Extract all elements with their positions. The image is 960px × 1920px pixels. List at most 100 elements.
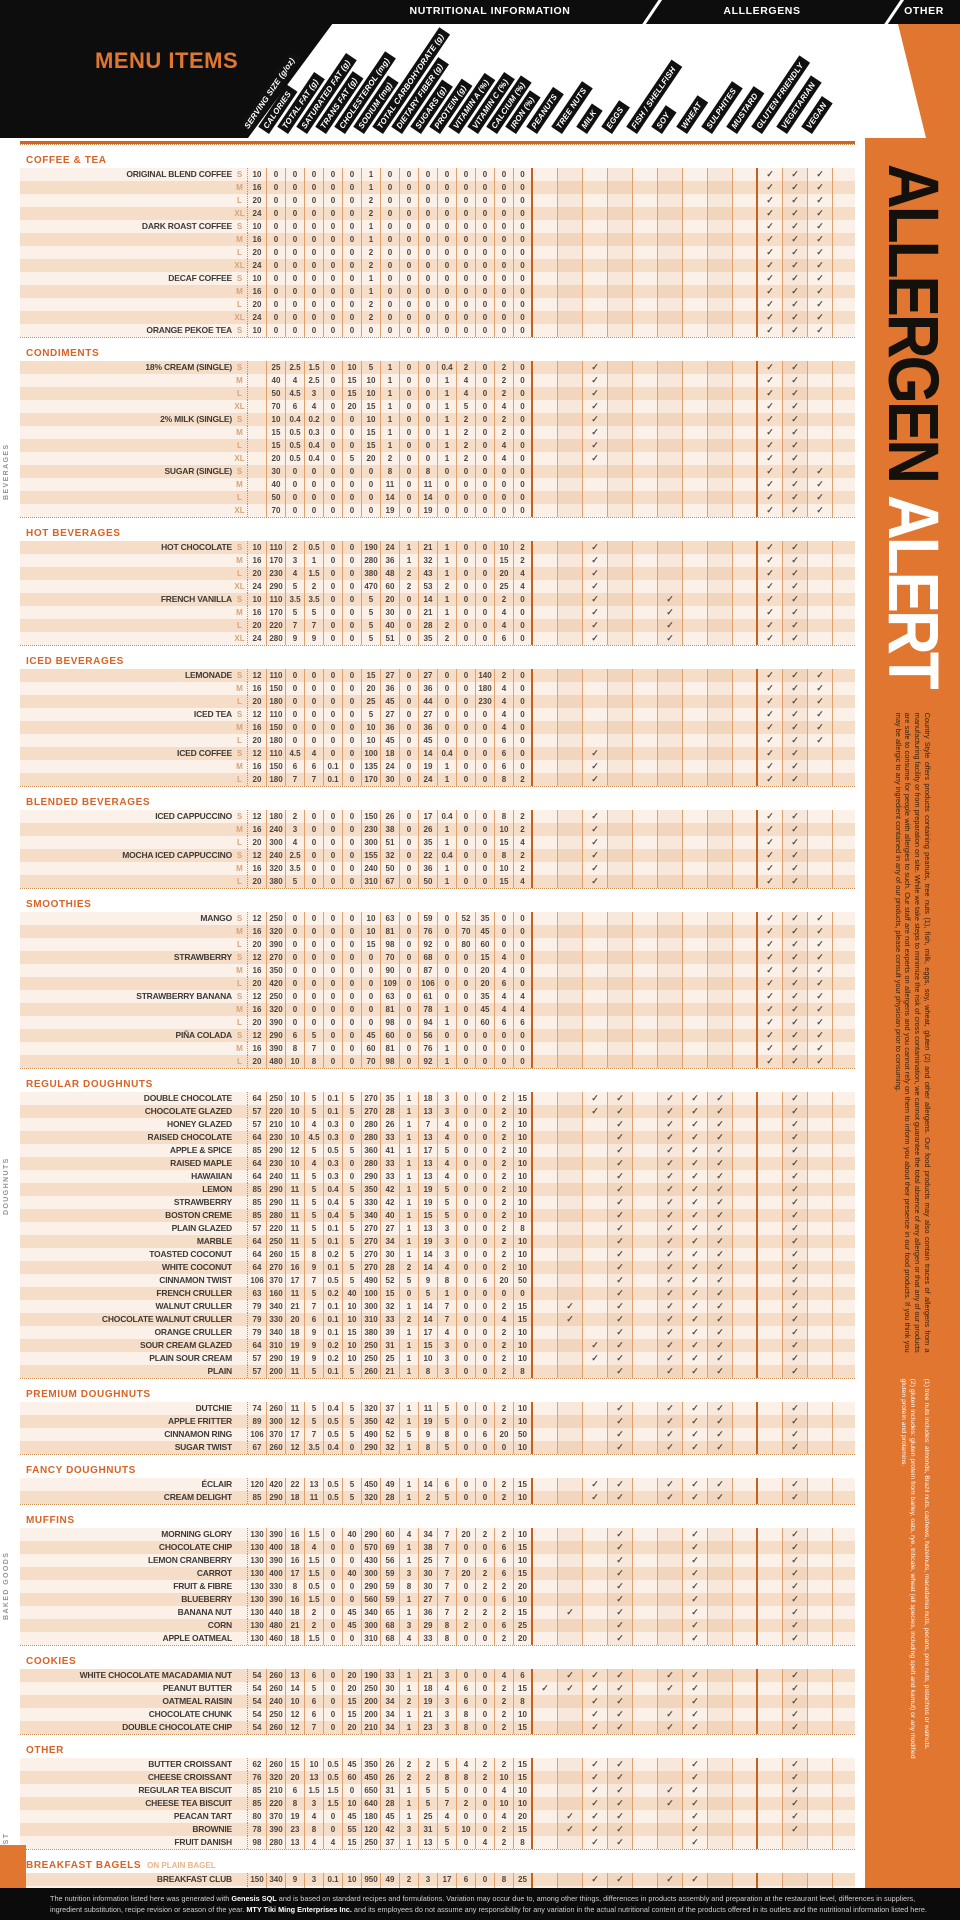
nutrition-cell: 49 <box>381 1873 400 1886</box>
nutrition-cell: 10 <box>286 1092 305 1105</box>
allergen-cell <box>733 1721 758 1734</box>
other-cell <box>758 1823 783 1836</box>
nutrition-cell: 98 <box>381 1055 400 1068</box>
allergen-cell <box>633 413 658 426</box>
other-cell: ✓ <box>758 606 783 619</box>
nutrition-cell: 12 <box>286 1708 305 1721</box>
section-title: SMOOTHIES <box>26 899 92 910</box>
other-cell <box>808 400 833 413</box>
allergen-cell: ✓ <box>583 1784 608 1797</box>
nutrition-cell: 24 <box>381 541 400 554</box>
other-cell: ✓ <box>783 324 808 337</box>
nutrition-cell: 1.5 <box>324 1797 343 1810</box>
allergen-cell <box>733 233 758 246</box>
allergen-cell <box>533 619 558 632</box>
nutrition-cell: 0 <box>400 400 419 413</box>
allergen-cell <box>708 168 733 181</box>
nutrition-cell: 300 <box>267 836 286 849</box>
nutrition-cell: 14 <box>419 1248 438 1261</box>
nutrition-cell: 0 <box>305 721 324 734</box>
size-label: L <box>232 1016 248 1029</box>
allergen-cell <box>733 1402 758 1415</box>
allergen-cell <box>533 1170 558 1183</box>
nutrition-cell: 3.5 <box>305 593 324 606</box>
nutrition-cell: 1 <box>400 1784 419 1797</box>
allergen-cell: ✓ <box>658 1092 683 1105</box>
nutrition-cell: 5 <box>343 1092 362 1105</box>
nutrition-cell: 130 <box>248 1541 267 1554</box>
allergen-cell <box>558 606 583 619</box>
nutrition-cell: 31 <box>419 1823 438 1836</box>
allergen-cell <box>658 747 683 760</box>
nutrition-cell: 0 <box>419 400 438 413</box>
nutrition-cell: 480 <box>267 1055 286 1068</box>
nutrition-cell: 60 <box>362 1042 381 1055</box>
allergen-cell: ✓ <box>583 439 608 452</box>
allergen-cell <box>708 669 733 682</box>
row-trailer <box>833 1721 855 1734</box>
allergen-cell: ✓ <box>608 1196 633 1209</box>
size-label <box>232 1339 248 1352</box>
other-cell: ✓ <box>783 1183 808 1196</box>
nutrition-cell: 0 <box>324 619 343 632</box>
other-cell <box>808 1118 833 1131</box>
nutrition-cell: 0 <box>286 708 305 721</box>
nutrition-cell: 10 <box>514 1415 533 1428</box>
other-cell: ✓ <box>808 951 833 964</box>
nutrition-cell: 0 <box>476 439 495 452</box>
other-cell: ✓ <box>783 1248 808 1261</box>
nutrition-cell: 3 <box>438 1339 457 1352</box>
nutrition-cell: 280 <box>362 1157 381 1170</box>
nutrition-cell: 0 <box>476 773 495 786</box>
allergen-cell <box>558 298 583 311</box>
nutrition-cell: 5 <box>343 1402 362 1415</box>
other-cell: ✓ <box>758 1042 783 1055</box>
allergen-cell: ✓ <box>608 1554 633 1567</box>
allergen-cell <box>533 1708 558 1721</box>
allergen-cell: ✓ <box>658 1248 683 1261</box>
nutrition-cell: 2 <box>495 426 514 439</box>
allergen-cell <box>683 311 708 324</box>
allergen-cell <box>533 760 558 773</box>
section-header: FANCY DOUGHNUTS <box>20 1454 855 1478</box>
allergen-cell: ✓ <box>583 1478 608 1491</box>
allergen-cell <box>633 1209 658 1222</box>
nutrition-cell: 0 <box>495 246 514 259</box>
other-cell: ✓ <box>758 1016 783 1029</box>
table-row: M 40 4 2.5 0 15 10 1 0 0 1 4 0 2 0 ✓ ✓ ✓ <box>20 374 855 387</box>
nutrition-cell: 250 <box>267 1708 286 1721</box>
nutrition-cell: 15 <box>514 1758 533 1771</box>
nutrition-cell: 0 <box>514 977 533 990</box>
nutrition-cell: 0 <box>476 1784 495 1797</box>
allergen-cell <box>683 938 708 951</box>
item-name <box>20 259 232 272</box>
row-trailer <box>833 669 855 682</box>
nutrition-cell: 0 <box>305 1016 324 1029</box>
nutrition-cell: 1 <box>438 554 457 567</box>
allergen-cell <box>658 1619 683 1632</box>
nutrition-cell: 120 <box>362 1823 381 1836</box>
nutrition-cell: 0 <box>457 721 476 734</box>
allergen-cell <box>658 734 683 747</box>
nutrition-cell: 1 <box>381 400 400 413</box>
allergen-cell: ✓ <box>608 1682 633 1695</box>
other-cell: ✓ <box>783 1170 808 1183</box>
nutrition-cell: 40 <box>343 1528 362 1541</box>
other-cell: ✓ <box>783 207 808 220</box>
item-name: PLAIN SOUR CREAM <box>149 1353 232 1363</box>
row-trailer <box>833 1326 855 1339</box>
table-row: MORNING GLORY 130 390 16 1.5 0 40 290 60 4 34 7 20 2 2… <box>20 1528 855 1541</box>
nutrition-cell: 0 <box>324 311 343 324</box>
nutrition-cell: 0 <box>514 669 533 682</box>
allergen-cell: ✓ <box>608 1528 633 1541</box>
footnote-tree-nuts: (1) tree nuts includes: almonds, Brazil … <box>923 1378 931 1750</box>
allergen-cell <box>608 1055 633 1068</box>
table-row: LEMON CRANBERRY 130 390 16 1.5 0 0 430 56 1 25 7 0 6 6… <box>20 1554 855 1567</box>
allergen-cell <box>608 938 633 951</box>
allergen-cell: ✓ <box>583 554 608 567</box>
nutrition-cell: 0.1 <box>324 1261 343 1274</box>
row-trailer <box>833 1593 855 1606</box>
allergen-cell: ✓ <box>608 1632 633 1645</box>
nutrition-cell: 7 <box>305 619 324 632</box>
